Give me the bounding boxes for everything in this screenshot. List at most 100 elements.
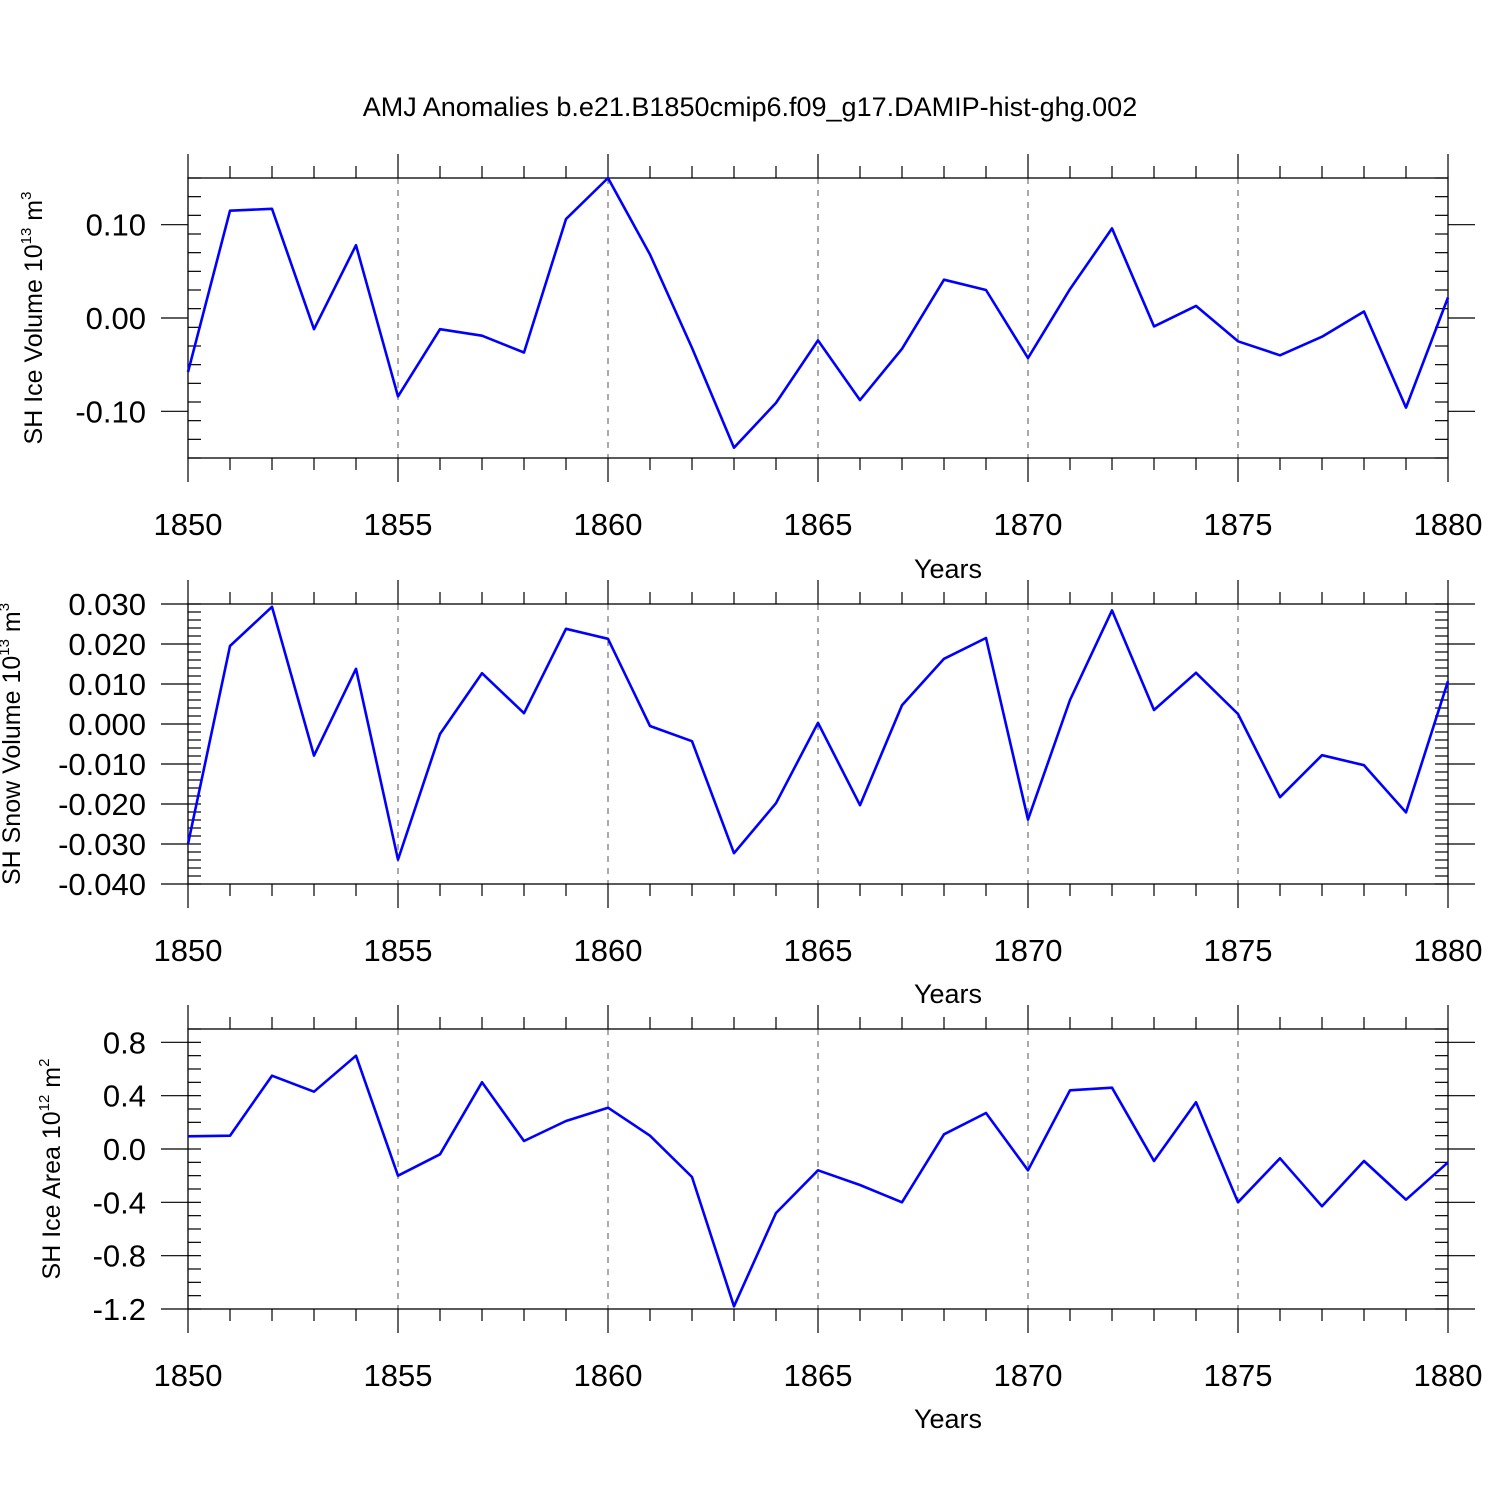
- data-point: [354, 243, 358, 247]
- data-point: [312, 754, 316, 758]
- data-point: [1236, 1200, 1240, 1204]
- x-tick-label: 1880: [1414, 507, 1483, 542]
- data-point: [1446, 1160, 1450, 1164]
- data-point: [816, 338, 820, 342]
- x-tick-label: 1865: [784, 933, 853, 968]
- x-tick-label: 1880: [1414, 1358, 1483, 1393]
- x-tick-label: 1880: [1414, 933, 1483, 968]
- data-point: [564, 627, 568, 631]
- y-tick-label: -0.8: [93, 1239, 146, 1274]
- y-tick-label: -0.040: [58, 867, 146, 902]
- y-tick-label: 0.0: [103, 1132, 146, 1167]
- x-tick-label: 1855: [364, 933, 433, 968]
- data-point: [1404, 810, 1408, 814]
- series-line: [186, 176, 1450, 450]
- data-point: [648, 724, 652, 728]
- data-point: [270, 1074, 274, 1078]
- data-point: [396, 858, 400, 862]
- data-point: [1446, 679, 1450, 683]
- data-point: [1404, 406, 1408, 410]
- data-point: [1110, 226, 1114, 230]
- x-tick-label: 1860: [574, 507, 643, 542]
- x-tick-label: 1850: [154, 1358, 223, 1393]
- data-point: [858, 803, 862, 807]
- data-point: [942, 1132, 946, 1136]
- data-point: [732, 851, 736, 855]
- data-point: [1236, 712, 1240, 716]
- data-point: [1068, 698, 1072, 702]
- data-point: [228, 209, 232, 213]
- data-point: [522, 1139, 526, 1143]
- data-point: [186, 370, 190, 374]
- data-point: [648, 1134, 652, 1138]
- data-point: [1152, 708, 1156, 712]
- data-point: [1110, 608, 1114, 612]
- y-tick-label: -0.030: [58, 827, 146, 862]
- x-tick-label: 1870: [994, 1358, 1063, 1393]
- data-point: [480, 1080, 484, 1084]
- data-point: [480, 334, 484, 338]
- data-point: [1152, 324, 1156, 328]
- data-point: [1362, 763, 1366, 767]
- x-tick-label: 1860: [574, 933, 643, 968]
- y-tick-label: -0.10: [75, 394, 146, 429]
- data-point: [690, 739, 694, 743]
- y-axis-label: SH Ice Volume 1013 m3: [18, 192, 48, 445]
- data-point: [900, 347, 904, 351]
- x-axis-label: Years: [914, 554, 982, 584]
- data-point: [690, 1175, 694, 1179]
- x-tick-label: 1875: [1204, 933, 1273, 968]
- data-point: [1026, 356, 1030, 360]
- data-point: [606, 637, 610, 641]
- data-point: [732, 1304, 736, 1308]
- data-point: [984, 288, 988, 292]
- data-point: [480, 671, 484, 675]
- data-point: [1362, 1159, 1366, 1163]
- data-point: [564, 1119, 568, 1123]
- y-tick-label: 0.030: [68, 587, 146, 622]
- y-tick-label: 0.4: [103, 1079, 146, 1114]
- series-line: [186, 605, 1450, 861]
- y-tick-label: 0.010: [68, 667, 146, 702]
- data-point: [1320, 1204, 1324, 1208]
- y-tick-label: 0.000: [68, 707, 146, 742]
- data-point: [1278, 353, 1282, 357]
- x-tick-label: 1860: [574, 1358, 643, 1393]
- y-tick-label: -1.2: [93, 1292, 146, 1327]
- data-point: [354, 1054, 358, 1058]
- data-point: [438, 1152, 442, 1156]
- data-point: [1194, 671, 1198, 675]
- x-tick-label: 1870: [994, 933, 1063, 968]
- data-point: [816, 721, 820, 725]
- data-point: [1152, 1159, 1156, 1163]
- data-point: [1446, 295, 1450, 299]
- data-point: [396, 394, 400, 398]
- data-point: [1278, 1156, 1282, 1160]
- x-tick-label: 1855: [364, 1358, 433, 1393]
- data-point: [228, 1134, 232, 1138]
- panel-sh-snow-volume: -0.040 -0.030 -0.020 -0.010 0.000 0.010 0.020 0…: [0, 580, 1482, 1009]
- data-point: [1110, 1086, 1114, 1090]
- data-point: [858, 398, 862, 402]
- data-point: [774, 801, 778, 805]
- data-point: [270, 207, 274, 211]
- data-point: [1194, 1100, 1198, 1104]
- data-point: [1362, 309, 1366, 313]
- data-point: [732, 446, 736, 450]
- data-point: [522, 351, 526, 355]
- data-point: [1068, 287, 1072, 291]
- x-tick-label: 1875: [1204, 1358, 1273, 1393]
- data-point: [942, 278, 946, 282]
- data-point: [1404, 1198, 1408, 1202]
- data-point: [774, 1211, 778, 1215]
- data-point: [186, 842, 190, 846]
- x-tick-label: 1875: [1204, 507, 1273, 542]
- y-tick-label: 0.8: [103, 1025, 146, 1060]
- data-point: [438, 732, 442, 736]
- x-axis-label: Years: [914, 1404, 982, 1434]
- data-point: [900, 703, 904, 707]
- data-point: [606, 1106, 610, 1110]
- data-point: [1026, 818, 1030, 822]
- panel-sh-ice-area: -1.2 -0.8 -0.4 0.0 0.4 0.8 1850 1855 1860 1865 187…: [36, 1005, 1482, 1434]
